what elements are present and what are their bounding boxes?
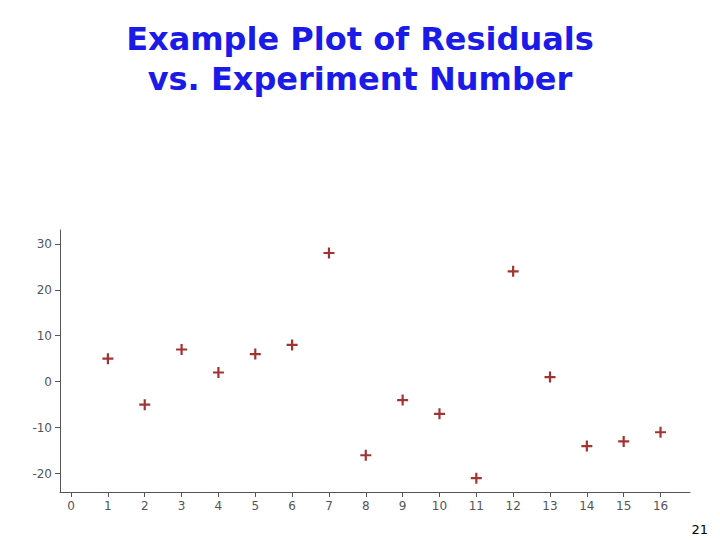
svg-text:12: 12 [506,499,521,513]
svg-text:20: 20 [37,283,52,297]
svg-text:Example Plot of Residuals: Example Plot of Residuals [126,20,594,58]
svg-text:30: 30 [37,237,52,251]
svg-text:8: 8 [362,499,370,513]
svg-text:3: 3 [178,499,186,513]
svg-text:1: 1 [104,499,112,513]
svg-text:16: 16 [653,499,668,513]
svg-text:2: 2 [141,499,149,513]
svg-text:9: 9 [399,499,407,513]
svg-text:13: 13 [542,499,557,513]
svg-text:6: 6 [288,499,296,513]
svg-text:21: 21 [691,522,708,537]
svg-text:10: 10 [432,499,447,513]
svg-text:5: 5 [251,499,259,513]
svg-text:0: 0 [67,499,75,513]
svg-text:-20: -20 [32,467,52,481]
svg-text:0: 0 [44,375,52,389]
svg-text:vs. Experiment Number: vs. Experiment Number [148,60,573,98]
svg-text:15: 15 [616,499,631,513]
svg-text:4: 4 [215,499,223,513]
svg-text:7: 7 [325,499,333,513]
svg-text:-10: -10 [32,421,52,435]
svg-text:14: 14 [579,499,594,513]
svg-text:11: 11 [469,499,484,513]
svg-text:10: 10 [37,329,52,343]
